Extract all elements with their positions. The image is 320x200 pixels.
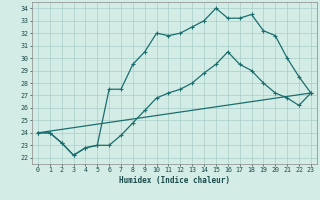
X-axis label: Humidex (Indice chaleur): Humidex (Indice chaleur) [119, 176, 230, 185]
